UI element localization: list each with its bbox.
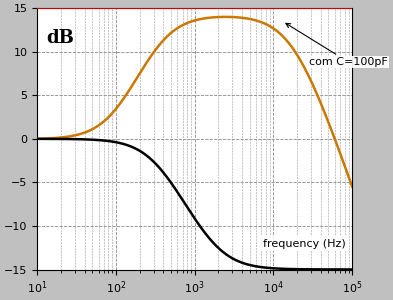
Text: dB: dB [47, 29, 75, 47]
Text: frequency (Hz): frequency (Hz) [263, 238, 346, 249]
Text: com C=100pF: com C=100pF [286, 23, 387, 67]
